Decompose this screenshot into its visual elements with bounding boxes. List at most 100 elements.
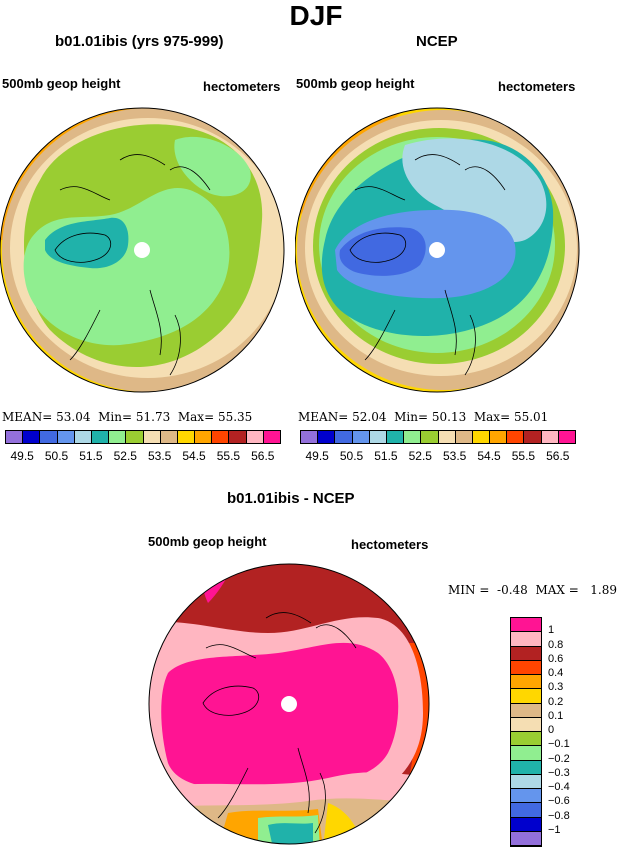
colorbar-tick-label: 0.4 <box>548 667 564 679</box>
colorbar-swatch <box>557 430 576 444</box>
diff-units-label: hectometers <box>351 537 429 552</box>
colorbar-swatch <box>90 430 110 444</box>
left-mean-value: 53.04 <box>56 410 91 424</box>
colorbar-swatch <box>385 430 405 444</box>
left-colorbar-labels: 49.5 50.5 51.5 52.5 53.5 54.5 55.5 56.5 <box>5 449 280 465</box>
colorbar-swatch <box>511 703 541 718</box>
colorbar-swatch <box>262 430 281 444</box>
colorbar-tick-label: 0.3 <box>548 681 564 694</box>
colorbar-tick-label: 55.5 <box>511 449 536 463</box>
colorbar-swatch <box>437 430 456 444</box>
colorbar-tick-label: −0.6 <box>548 795 570 808</box>
colorbar-tick-label: −0.1 <box>548 738 570 751</box>
colorbar-swatch <box>228 430 247 444</box>
colorbar-swatch <box>159 430 178 444</box>
right-mean-value: 52.04 <box>352 410 387 424</box>
colorbar-tick-label: 52.5 <box>113 449 137 463</box>
left-polar-map <box>0 107 285 393</box>
colorbar-tick-label: 0.6 <box>548 652 564 665</box>
diff-polar-map <box>148 563 430 845</box>
colorbar-tick-label: 0.8 <box>548 638 564 651</box>
colorbar-swatch <box>511 831 541 846</box>
colorbar-tick-label: −0.3 <box>548 766 570 779</box>
colorbar-swatch <box>403 430 422 444</box>
colorbar-tick-label: 0.1 <box>548 709 564 722</box>
colorbar-swatch <box>511 803 541 818</box>
left-units-label: hectometers <box>203 79 281 94</box>
colorbar-swatch <box>125 430 144 444</box>
diff-colorbar <box>510 617 542 847</box>
colorbar-swatch <box>300 430 319 444</box>
colorbar-tick-label: 53.5 <box>148 449 172 463</box>
page-title: DJF <box>289 0 343 31</box>
colorbar-tick-label: −0.2 <box>548 752 570 765</box>
left-colorbar <box>5 430 281 444</box>
colorbar-swatch <box>511 717 541 732</box>
colorbar-swatch <box>351 430 370 444</box>
diff-min-value: -0.48 <box>497 583 528 597</box>
colorbar-tick-label: 56.5 <box>251 449 275 463</box>
colorbar-swatch <box>511 689 541 704</box>
colorbar-swatch <box>511 774 541 789</box>
diff-colorbar-labels: 1 0.8 0.6 0.4 0.3 0.2 0.1 0 −0.1 −0.2 −0.3 −0.4 −0.6… <box>548 617 628 847</box>
diff-field-label: 500mb geop height <box>148 534 267 549</box>
colorbar-swatch <box>511 618 541 633</box>
colorbar-tick-label: 50.5 <box>44 449 69 463</box>
colorbar-swatch <box>176 430 196 444</box>
colorbar-swatch <box>511 632 541 647</box>
colorbar-swatch <box>471 430 491 444</box>
colorbar-swatch <box>454 430 473 444</box>
colorbar-tick-label: −0.8 <box>548 809 570 822</box>
diff-min-label: MIN = <box>448 583 490 597</box>
right-stats: MEAN= 52.04 Min= 50.13 Max= 55.01 <box>298 410 548 424</box>
right-max-value: 55.01 <box>513 410 549 424</box>
left-mean-label: MEAN= <box>2 410 53 424</box>
left-min-value: 51.73 <box>135 410 171 424</box>
diff-max-label: MAX = <box>535 583 579 597</box>
colorbar-swatch <box>22 430 41 444</box>
colorbar-swatch <box>5 430 24 444</box>
colorbar-swatch <box>511 732 541 747</box>
colorbar-swatch <box>211 430 230 444</box>
colorbar-tick-label: 56.5 <box>546 449 570 463</box>
colorbar-swatch <box>56 430 75 444</box>
right-polar-map <box>295 107 580 393</box>
colorbar-tick-label: 0.2 <box>548 695 564 708</box>
colorbar-tick-label: 52.5 <box>408 449 432 463</box>
left-min-label: Min= <box>98 410 133 424</box>
colorbar-swatch <box>108 430 127 444</box>
colorbar-tick-label: 51.5 <box>374 449 398 463</box>
right-min-label: Min= <box>394 410 429 424</box>
right-units-label: hectometers <box>498 79 576 94</box>
left-max-value: 55.35 <box>217 410 253 424</box>
left-stats: MEAN= 53.04 Min= 51.73 Max= 55.35 <box>2 410 252 424</box>
right-min-value: 50.13 <box>431 410 467 424</box>
colorbar-tick-label: 54.5 <box>182 449 206 463</box>
colorbar-swatch <box>511 646 541 661</box>
colorbar-swatch <box>194 430 213 444</box>
colorbar-swatch <box>511 760 541 775</box>
colorbar-tick-label: 1 <box>548 624 555 637</box>
diff-stats: MIN = -0.48 MAX = 1.89 <box>448 583 617 597</box>
colorbar-tick-label: 0 <box>548 724 555 736</box>
colorbar-swatch <box>317 430 336 444</box>
colorbar-swatch <box>523 430 542 444</box>
right-colorbar-labels: 49.5 50.5 51.5 52.5 53.5 54.5 55.5 56.5 <box>300 449 575 465</box>
diff-panel-title: b01.01ibis - NCEP <box>227 490 355 507</box>
colorbar-swatch <box>511 789 541 804</box>
colorbar-tick-label: 51.5 <box>79 449 103 463</box>
left-field-label: 500mb geop height <box>2 76 121 91</box>
right-panel-title: NCEP <box>416 33 458 50</box>
colorbar-tick-label: 53.5 <box>443 449 467 463</box>
colorbar-tick-label: 55.5 <box>216 449 241 463</box>
colorbar-tick-label: 50.5 <box>339 449 364 463</box>
colorbar-tick-label: 49.5 <box>10 449 34 463</box>
diff-max-value: 1.89 <box>590 583 618 597</box>
colorbar-swatch <box>506 430 525 444</box>
colorbar-tick-label: −1 <box>548 823 561 836</box>
colorbar-swatch <box>73 430 92 444</box>
colorbar-swatch <box>511 817 541 832</box>
left-panel-title: b01.01ibis (yrs 975-999) <box>55 33 224 50</box>
colorbar-swatch <box>511 660 541 675</box>
right-field-label: 500mb geop height <box>296 76 415 91</box>
